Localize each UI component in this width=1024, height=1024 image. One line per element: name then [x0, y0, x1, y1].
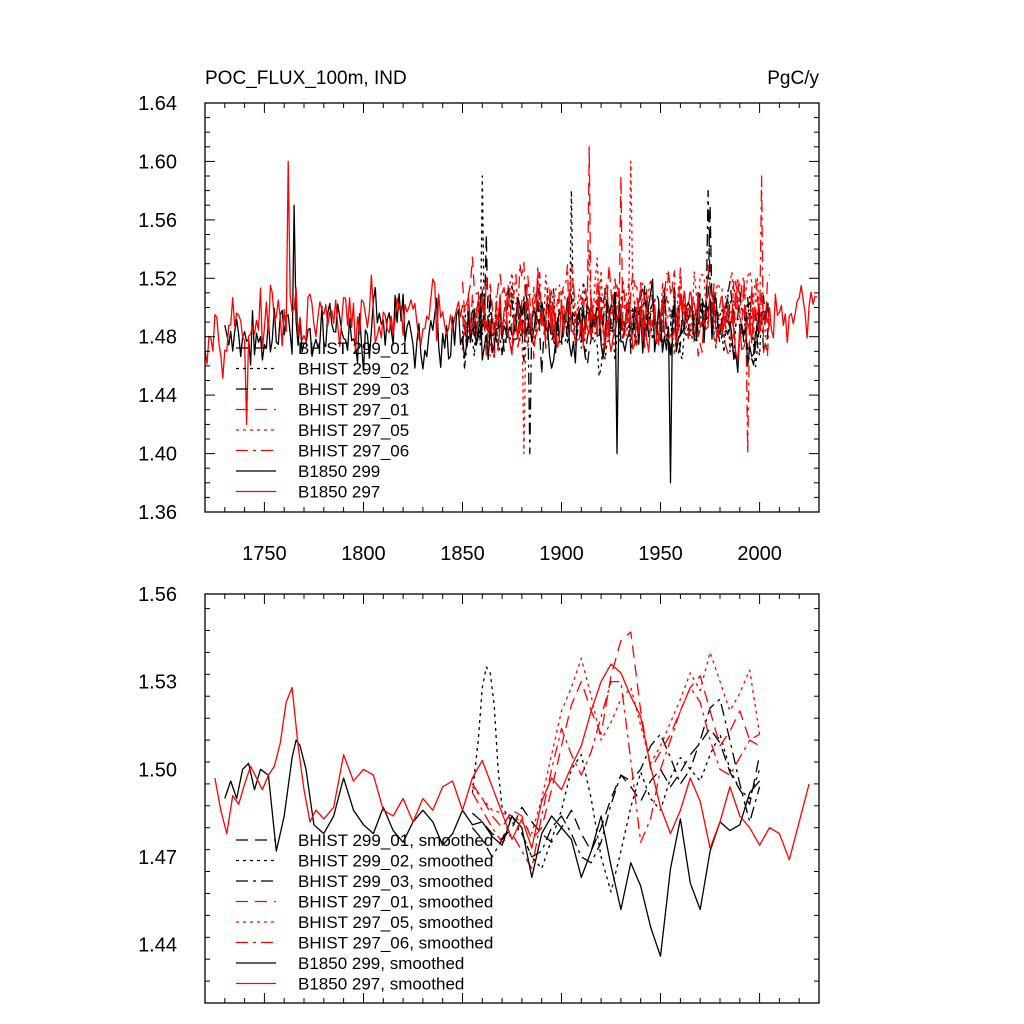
- legend-label: B1850 299: [298, 462, 380, 481]
- series-line-8: [214, 663, 810, 861]
- legend-label: BHIST 299_01: [298, 339, 409, 358]
- y-tick-label: 1.52: [138, 268, 177, 290]
- bottom-panel-series: [214, 631, 810, 957]
- x-tick-label: 2000: [737, 543, 782, 565]
- legend-label: BHIST 297_05: [298, 421, 409, 440]
- y-tick-label: 1.53: [138, 672, 177, 694]
- x-tick-label: 1750: [242, 543, 287, 565]
- series-line-2: [471, 666, 761, 893]
- y-tick-label: 1.56: [138, 210, 177, 232]
- units-label: PgC/y: [767, 68, 819, 89]
- top-panel-ticks: [204, 102, 820, 513]
- legend-label: BHIST 299_02: [298, 360, 409, 379]
- legend-label: BHIST 299_03: [298, 380, 409, 399]
- x-tick-label: 1900: [539, 543, 584, 565]
- x-tick-label: 1950: [638, 543, 683, 565]
- legend-label: BHIST 299_02, smoothed: [298, 852, 493, 871]
- y-tick-label: 1.50: [138, 759, 177, 781]
- top-panel-y-tick-labels: 1.36 1.40 1.44 1.48 1.52 1.56 1.60 1.64: [138, 93, 177, 524]
- y-tick-label: 1.56: [138, 584, 177, 606]
- legend-label: B1850 297: [298, 483, 380, 502]
- y-tick-label: 1.36: [138, 502, 177, 524]
- series-line-3: [471, 698, 761, 864]
- bottom-panel-y-tick-labels: 1.44 1.47 1.50 1.53 1.56: [138, 584, 177, 957]
- legend-label: BHIST 299_03, smoothed: [298, 872, 493, 891]
- y-tick-label: 1.40: [138, 444, 177, 466]
- legend-label: BHIST 299_01, smoothed: [298, 831, 493, 850]
- top-panel: 1.36 1.40 1.44 1.48 1.52 1.56 1.60 1.64 1750 180…: [138, 68, 820, 565]
- legend-label: BHIST 297_05, smoothed: [298, 913, 493, 932]
- legend-label: B1850 299, smoothed: [298, 954, 464, 973]
- legend-label: BHIST 297_01, smoothed: [298, 893, 493, 912]
- bottom-panel-ticks: [204, 594, 820, 1004]
- legend-label: B1850 297, smoothed: [298, 975, 464, 994]
- y-tick-label: 1.47: [138, 847, 177, 869]
- y-tick-label: 1.44: [138, 385, 177, 407]
- x-tick-label: 1850: [440, 543, 485, 565]
- series-line-8: [205, 160, 818, 426]
- y-tick-label: 1.44: [138, 935, 177, 957]
- y-tick-label: 1.64: [138, 93, 177, 115]
- bottom-panel-legend: BHIST 299_01, smoothed BHIST 299_02, smoo…: [236, 831, 493, 994]
- series-line-1: [471, 727, 761, 852]
- series-line-6: [471, 680, 760, 870]
- y-tick-label: 1.60: [138, 151, 177, 173]
- series-line-4: [471, 631, 760, 841]
- legend-label: BHIST 297_01: [298, 401, 409, 420]
- series-line-6: [461, 175, 771, 455]
- bottom-plot-frame: [204, 593, 820, 1004]
- chart-title: POC_FLUX_100m, IND: [205, 68, 407, 89]
- bottom-panel: 1.44 1.47 1.50 1.53 1.56 BHIST 299_01, smoot…: [138, 584, 820, 1004]
- y-tick-label: 1.48: [138, 327, 177, 349]
- legend-label: BHIST 297_06: [298, 442, 409, 461]
- x-tick-label: 1800: [341, 543, 386, 565]
- legend-label: BHIST 297_06, smoothed: [298, 934, 493, 953]
- series-line-7: [224, 204, 761, 484]
- series-line-7: [224, 739, 761, 957]
- top-panel-x-tick-labels: 1750 1800 1850 1900 1950 2000: [242, 543, 782, 565]
- top-panel-series: [205, 146, 818, 484]
